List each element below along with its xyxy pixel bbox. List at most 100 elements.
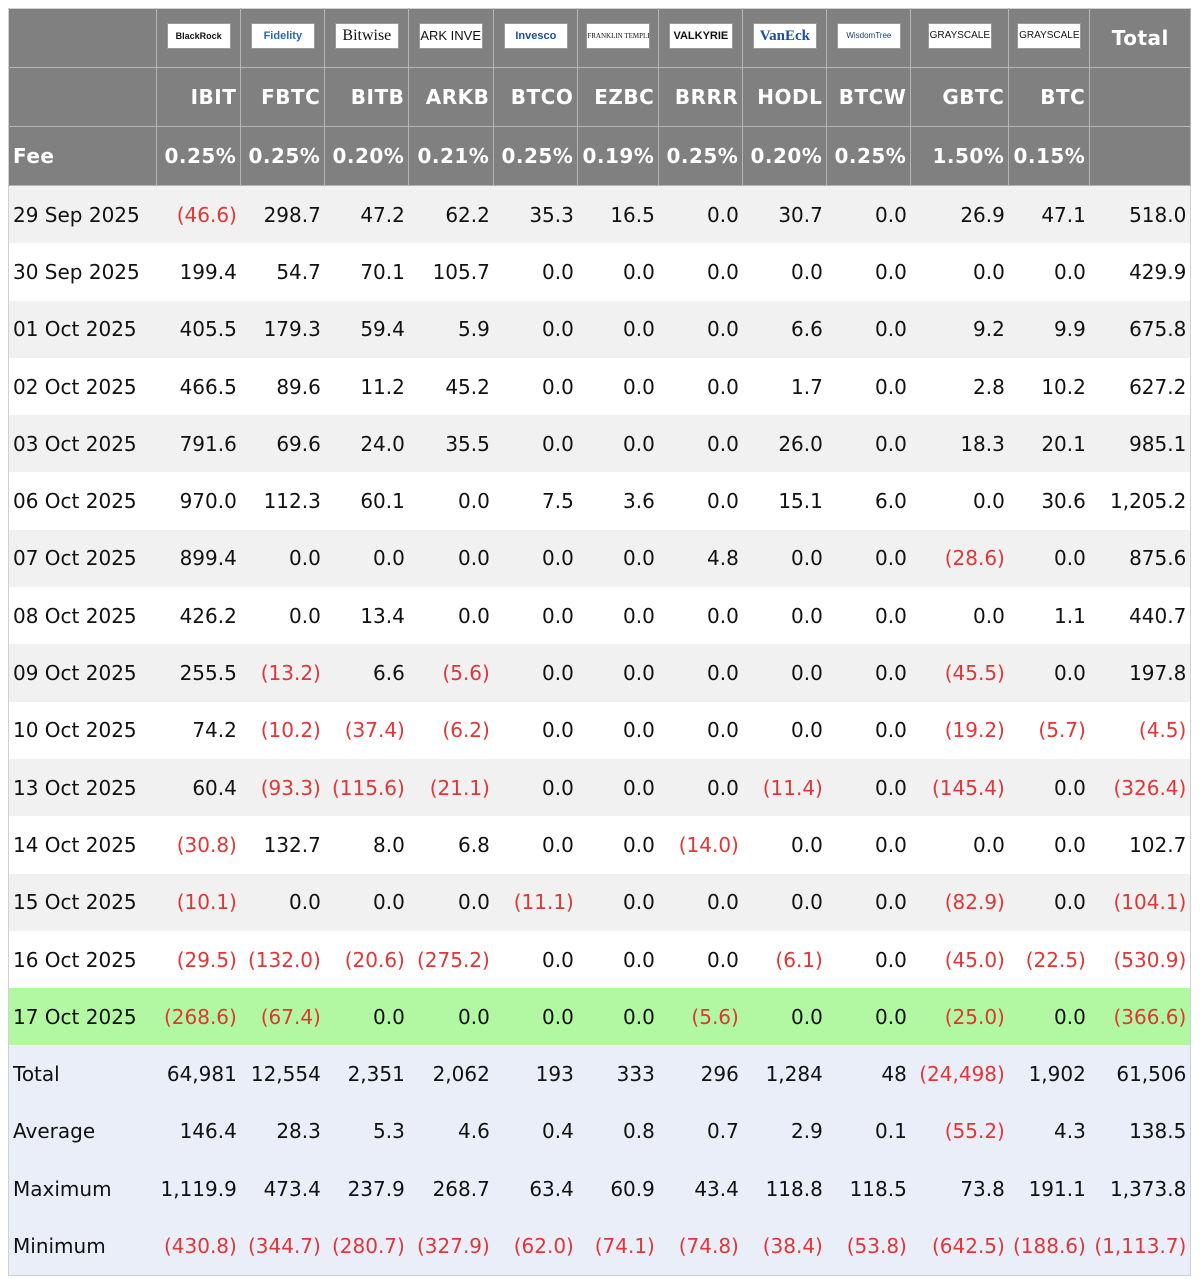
date-cell: 02 Oct 2025 [8, 357, 157, 416]
row-total-cell: 875.6 [1089, 529, 1191, 588]
date-cell: 17 Oct 2025 [8, 988, 157, 1046]
summary-cell: 1,119.9 [156, 1160, 241, 1218]
flow-cell: 0.0 [826, 701, 911, 759]
summary-cell: 2.9 [742, 1102, 827, 1161]
flow-cell: 35.3 [493, 185, 578, 244]
fee-cell: 1.50% [910, 126, 1010, 186]
flow-cell: 0.0 [577, 816, 659, 874]
issuer-logo-icon: BlackRock [166, 22, 231, 49]
ticker-header: EZBC [577, 67, 660, 127]
date-cell: 30 Sep 2025 [8, 243, 157, 301]
flow-cell: 15.1 [742, 472, 827, 530]
flow-cell: 132.7 [240, 816, 325, 874]
flow-cell: 0.0 [577, 529, 659, 588]
flow-cell: (11.4) [742, 758, 827, 817]
ticker-header: IBIT [156, 67, 242, 127]
flow-cell: 6.8 [408, 816, 494, 874]
flow-cell: 54.7 [240, 243, 325, 301]
summary-cell: 193 [493, 1045, 578, 1103]
date-cell: 13 Oct 2025 [8, 758, 157, 817]
flow-cell: 0.0 [577, 930, 659, 989]
flow-cell: 112.3 [240, 472, 325, 530]
flow-cell: 0.0 [493, 587, 578, 645]
row-total-cell: 627.2 [1089, 357, 1191, 416]
flow-cell: 0.0 [493, 816, 578, 874]
ticker-header: HODL [742, 67, 828, 127]
issuer-logo-cell: Bitwise [324, 8, 410, 68]
summary-cell: 473.4 [240, 1160, 325, 1218]
flow-cell: 3.6 [577, 472, 659, 530]
flow-cell: 0.0 [742, 816, 827, 874]
fee-row: Fee 0.25% 0.25% 0.20% 0.21% 0.25% 0.19% 0.25% 0.… [8, 126, 1192, 186]
flow-cell: 298.7 [240, 185, 325, 244]
summary-cell: 296 [658, 1045, 743, 1103]
flow-cell: 255.5 [156, 644, 241, 702]
issuer-logo-cell: VALKYRIE [658, 8, 744, 68]
flow-cell: 199.4 [156, 243, 241, 301]
corner-cell [8, 8, 157, 68]
flow-cell: 0.0 [493, 701, 578, 759]
flow-cell: 0.0 [408, 873, 494, 931]
summary-cell: 333 [577, 1045, 659, 1103]
flow-cell: 0.0 [658, 873, 743, 931]
flow-cell: (30.8) [156, 816, 241, 874]
flow-cell: 18.3 [910, 415, 1009, 473]
flow-cell: (67.4) [240, 988, 325, 1046]
flow-cell: (10.1) [156, 873, 241, 931]
summary-cell: (280.7) [324, 1217, 409, 1276]
flow-cell: 0.0 [493, 243, 578, 301]
flow-cell: (5.6) [408, 644, 494, 702]
issuer-logo-cell: BlackRock [156, 8, 242, 68]
total-column-header: Total [1089, 8, 1192, 68]
flow-cell: (145.4) [910, 758, 1009, 817]
flow-cell: 5.9 [408, 300, 494, 358]
flow-cell: 1.1 [1008, 587, 1090, 645]
table-row: 02 Oct 2025 466.5 89.6 11.2 45.2 0.0 0.0 0.0 1.7… [8, 357, 1191, 416]
row-total-cell: 518.0 [1089, 185, 1191, 244]
summary-cell: (327.9) [408, 1217, 494, 1276]
flow-cell: 0.0 [408, 988, 494, 1046]
flow-cell: 0.0 [577, 758, 659, 817]
flow-cell: 60.1 [324, 472, 409, 530]
flow-cell: 9.9 [1008, 300, 1090, 358]
flow-cell: 2.8 [910, 357, 1009, 416]
fee-cell: 0.19% [577, 126, 660, 186]
ticker-header: BTC [1008, 67, 1091, 127]
issuer-logo-icon: GRAYSCALE [1017, 22, 1082, 49]
flow-cell: 0.0 [577, 644, 659, 702]
summary-cell: 118.5 [826, 1160, 911, 1218]
flow-cell: 0.0 [577, 701, 659, 759]
flow-cell: 47.1 [1008, 185, 1090, 244]
flow-cell: 13.4 [324, 587, 409, 645]
flow-cell: 0.0 [493, 758, 578, 817]
summary-label: Total [8, 1045, 157, 1103]
row-total-cell: 197.8 [1089, 644, 1191, 702]
issuer-logo-icon: Fidelity [250, 22, 315, 49]
table-row: 01 Oct 2025 405.5 179.3 59.4 5.9 0.0 0.0 0.0 6.6… [8, 300, 1191, 358]
flow-cell: 26.9 [910, 185, 1009, 244]
flow-cell: (46.6) [156, 185, 241, 244]
ticker-header: BTCO [493, 67, 579, 127]
summary-cell: (53.8) [826, 1217, 911, 1276]
flow-cell: (82.9) [910, 873, 1009, 931]
summary-row: Maximum 1,119.9 473.4 237.9 268.7 63.4 60.9 43.… [8, 1160, 1191, 1218]
flow-cell: (37.4) [324, 701, 409, 759]
fee-label: Fee [8, 126, 157, 186]
flow-cell: 0.0 [493, 357, 578, 416]
flow-cell: 0.0 [742, 529, 827, 588]
flow-cell: 0.0 [658, 587, 743, 645]
flow-cell: 70.1 [324, 243, 409, 301]
flow-cell: 466.5 [156, 357, 241, 416]
summary-cell: 0.8 [577, 1102, 659, 1161]
fee-cell: 0.20% [742, 126, 828, 186]
flow-cell: 47.2 [324, 185, 409, 244]
flow-cell: (22.5) [1008, 930, 1090, 989]
flow-cell: 0.0 [910, 243, 1009, 301]
fee-cell: 0.20% [324, 126, 410, 186]
flow-cell: 0.0 [826, 185, 911, 244]
date-cell: 09 Oct 2025 [8, 644, 157, 702]
flow-cell: 0.0 [324, 873, 409, 931]
flow-cell: 0.0 [493, 415, 578, 473]
flow-cell: 0.0 [408, 529, 494, 588]
flow-cell: 899.4 [156, 529, 241, 588]
